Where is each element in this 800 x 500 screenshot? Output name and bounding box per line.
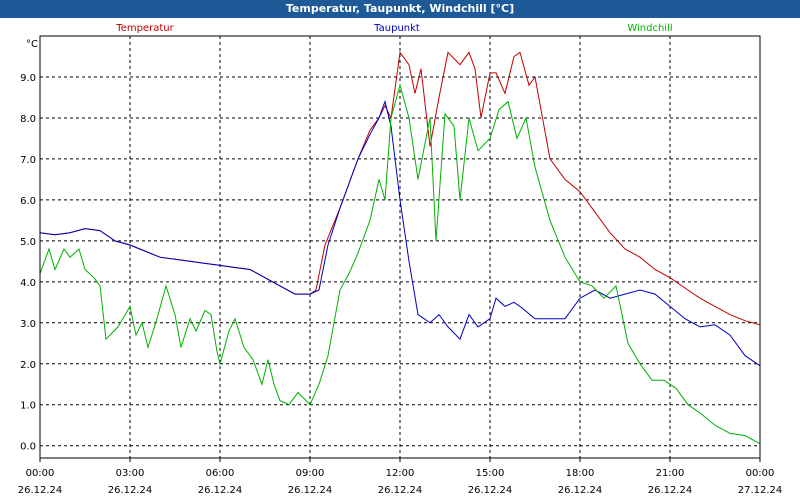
y-tick-label: 2.0 [20, 360, 36, 371]
y-axis-ticks: 0.0 1.0 2.0 3.0 4.0 5.0 6.0 7.0 8.0 9.0 [20, 73, 36, 453]
x-tick-date: 26.12.24 [378, 485, 423, 496]
y-tick-label: 3.0 [20, 319, 36, 330]
x-tick-date: 26.12.24 [18, 485, 63, 496]
x-tick-time: 00:00 [26, 468, 55, 479]
y-tick-label: 0.0 [20, 442, 36, 453]
x-tick-time: 18:00 [566, 468, 595, 479]
y-tick-label: 9.0 [20, 73, 36, 84]
x-tick-time: 06:00 [206, 468, 235, 479]
x-tick-time: 03:00 [116, 468, 145, 479]
y-tick-label: 7.0 [20, 155, 36, 166]
y-tick-label: 5.0 [20, 237, 36, 248]
x-tick-date: 26.12.24 [108, 485, 153, 496]
series-line-taupunkt [39, 99, 761, 367]
x-tick-date: 26.12.24 [648, 485, 693, 496]
legend-taupunkt: Taupunkt [373, 23, 420, 34]
series-lines [39, 51, 761, 445]
x-tick-time: 00:00 [746, 468, 775, 479]
x-tick-date: 26.12.24 [288, 485, 333, 496]
chart-title-bar: Temperatur, Taupunkt, Windchill [°C] [0, 0, 800, 18]
x-tick-time: 15:00 [476, 468, 505, 479]
legend-windchill: Windchill [627, 23, 672, 34]
x-tick-date: 26.12.24 [198, 485, 243, 496]
series-line-windchill [39, 83, 761, 445]
line-chart: 0.0 1.0 2.0 3.0 4.0 5.0 6.0 7.0 8.0 9.0 00:00 26.1… [18, 23, 783, 496]
chart-title: Temperatur, Taupunkt, Windchill [°C] [285, 2, 515, 15]
x-tick-time: 09:00 [296, 468, 325, 479]
y-axis-label: °C [26, 39, 38, 50]
x-tick-date: 26.12.24 [468, 485, 513, 496]
x-tick-time: 21:00 [656, 468, 685, 479]
y-tick-label: 6.0 [20, 196, 36, 207]
legend-temperatur: Temperatur [115, 23, 174, 34]
y-tick-label: 8.0 [20, 114, 36, 125]
x-tick-date: 26.12.24 [558, 485, 603, 496]
x-tick-date: 27.12.24 [738, 485, 783, 496]
y-tick-label: 1.0 [20, 401, 36, 412]
y-tick-label: 4.0 [20, 278, 36, 289]
x-axis-ticks: 00:00 26.12.24 03:00 26.12.24 06:00 26.12.24 0… [18, 458, 783, 496]
legend: Temperatur Taupunkt Windchill [115, 23, 672, 34]
plot-frame [39, 35, 761, 459]
grid [40, 36, 760, 458]
x-tick-time: 12:00 [386, 468, 415, 479]
